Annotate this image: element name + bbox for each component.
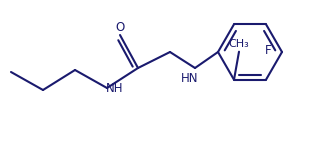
Text: NH: NH [106,81,124,95]
Text: HN: HN [181,71,199,85]
Text: CH₃: CH₃ [229,39,249,49]
Text: F: F [265,44,271,57]
Text: O: O [115,20,125,34]
